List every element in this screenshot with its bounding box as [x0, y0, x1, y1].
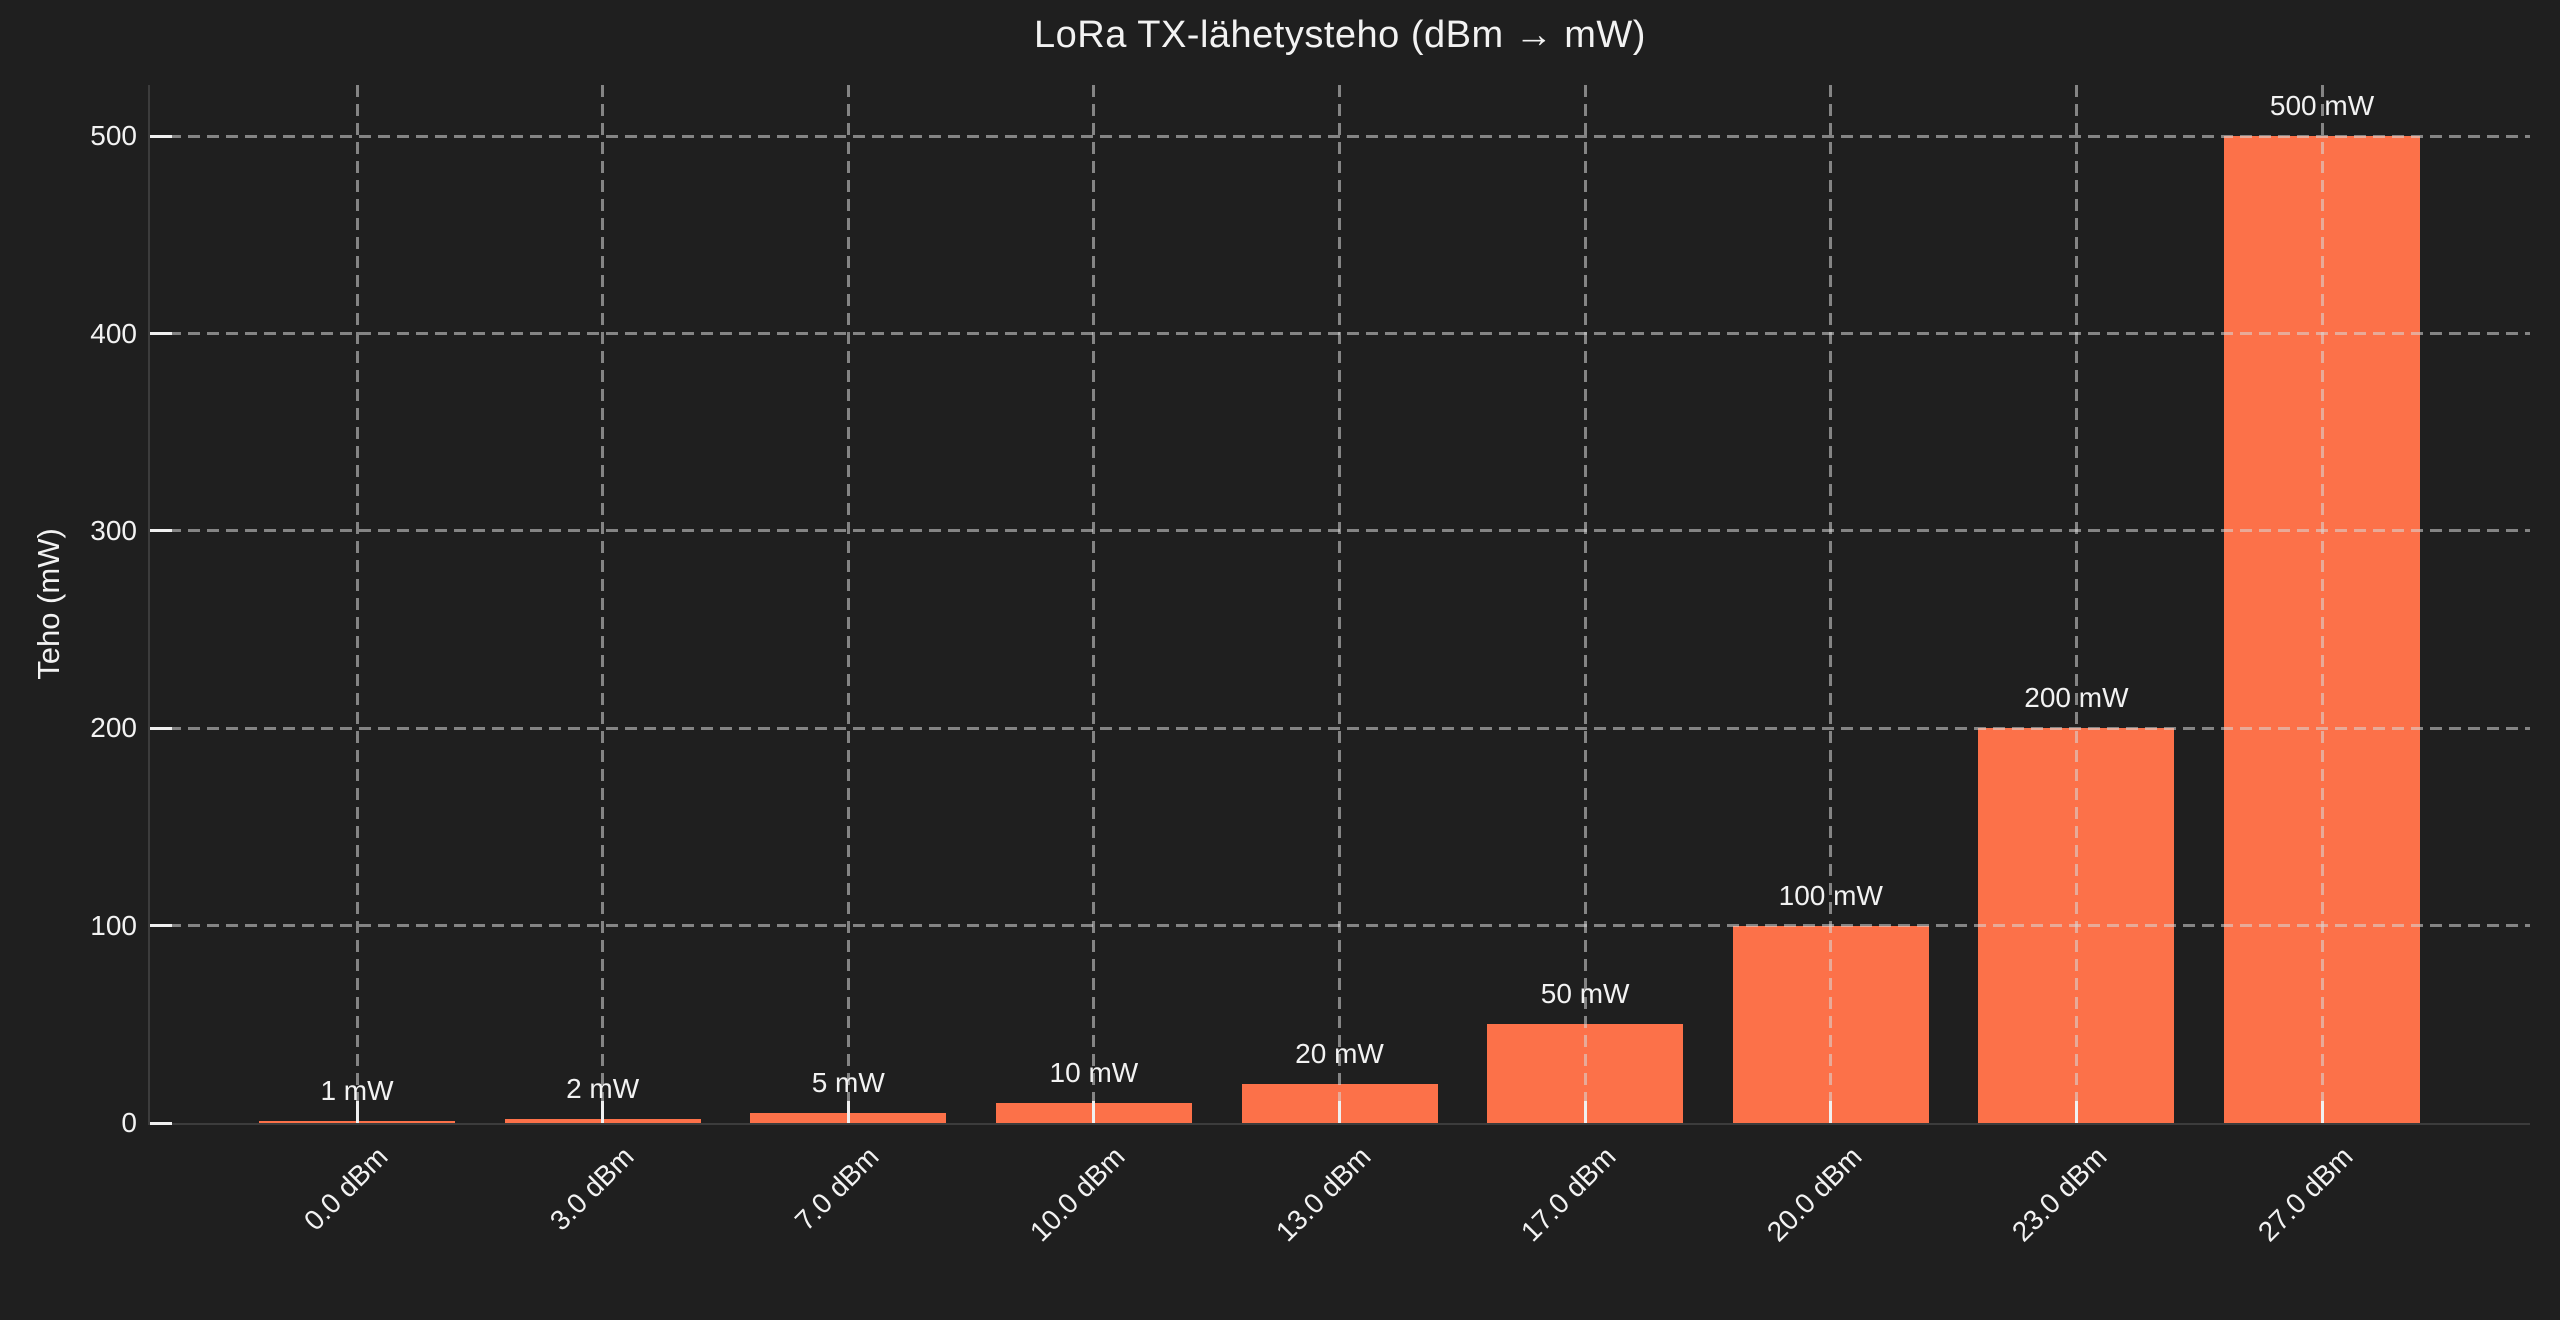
- x-tick-mark: [1829, 1101, 1833, 1123]
- x-tick-label: 13.0 dBm: [1269, 1140, 1377, 1248]
- h-gridline: [150, 529, 2530, 533]
- y-tick-label: 500: [90, 120, 137, 152]
- bar-value-label: 200 mW: [2024, 682, 2129, 713]
- h-gridline: [150, 924, 2530, 928]
- y-axis-spine: [148, 85, 150, 1125]
- bar-value-label: 50 mW: [1540, 978, 1630, 1009]
- bar-value-label: 10 mW: [1049, 1057, 1139, 1088]
- x-tick-label: 0.0 dBm: [297, 1140, 394, 1237]
- h-gridline: [150, 726, 2530, 730]
- v-gridline: [1092, 85, 1096, 1123]
- y-tick-label: 100: [90, 909, 137, 941]
- bar-chart: LoRa TX-lähetysteho (dBm → mW) Teho (mW)…: [31, 14, 2530, 1247]
- y-tick-label: 200: [90, 712, 137, 744]
- v-gridline: [601, 85, 605, 1123]
- x-tick-label: 7.0 dBm: [789, 1140, 885, 1237]
- v-gridline: [846, 85, 850, 1123]
- h-gridline: [150, 134, 2530, 138]
- v-gridline: [2074, 85, 2078, 1123]
- h-gridline: [150, 332, 2530, 336]
- v-gridline: [1583, 85, 1587, 1123]
- y-tick-mark: [150, 529, 172, 533]
- y-tick-mark: [150, 332, 172, 336]
- y-tick-mark: [150, 924, 172, 928]
- y-tick-label: 300: [90, 514, 137, 546]
- y-tick-label: 400: [90, 317, 137, 349]
- bar-value-label: 100 mW: [1778, 880, 1883, 911]
- x-tick-label: 10.0 dBm: [1023, 1140, 1131, 1248]
- bar-value-label: 5 mW: [811, 1067, 885, 1098]
- y-tick-label: 0: [121, 1107, 137, 1138]
- x-tick-mark: [2074, 1101, 2078, 1123]
- v-gridline: [1829, 85, 1833, 1123]
- x-tick-mark: [846, 1101, 850, 1123]
- bar-value-label: 1 mW: [320, 1075, 394, 1106]
- bar-value-label: 500 mW: [2269, 90, 2375, 121]
- x-tick-mark: [355, 1101, 359, 1123]
- x-tick-mark: [1092, 1101, 1096, 1123]
- x-tick-label: 20.0 dBm: [1760, 1140, 1868, 1248]
- bar-value-label: 2 mW: [566, 1073, 640, 1104]
- y-tick-mark: [150, 1121, 172, 1125]
- x-tick-label: 3.0 dBm: [543, 1140, 640, 1237]
- x-tick-mark: [1583, 1101, 1587, 1123]
- v-gridline: [355, 85, 359, 1123]
- x-axis-spine: [150, 1123, 2530, 1125]
- y-tick-mark: [150, 134, 172, 138]
- v-gridline: [1338, 85, 1341, 1123]
- x-tick-label: 17.0 dBm: [1515, 1140, 1622, 1248]
- chart-title: LoRa TX-lähetysteho (dBm → mW): [1034, 14, 1646, 56]
- x-tick-label: 27.0 dBm: [2251, 1140, 2359, 1248]
- x-tick-label: 23.0 dBm: [2006, 1140, 2114, 1248]
- y-axis-label: Teho (mW): [31, 528, 66, 680]
- x-tick-mark: [601, 1101, 605, 1123]
- bar-value-label: 20 mW: [1295, 1038, 1384, 1069]
- y-tick-mark: [150, 726, 172, 730]
- x-tick-mark: [1338, 1101, 1341, 1123]
- v-gridline: [2320, 85, 2324, 1123]
- x-tick-mark: [2320, 1101, 2324, 1123]
